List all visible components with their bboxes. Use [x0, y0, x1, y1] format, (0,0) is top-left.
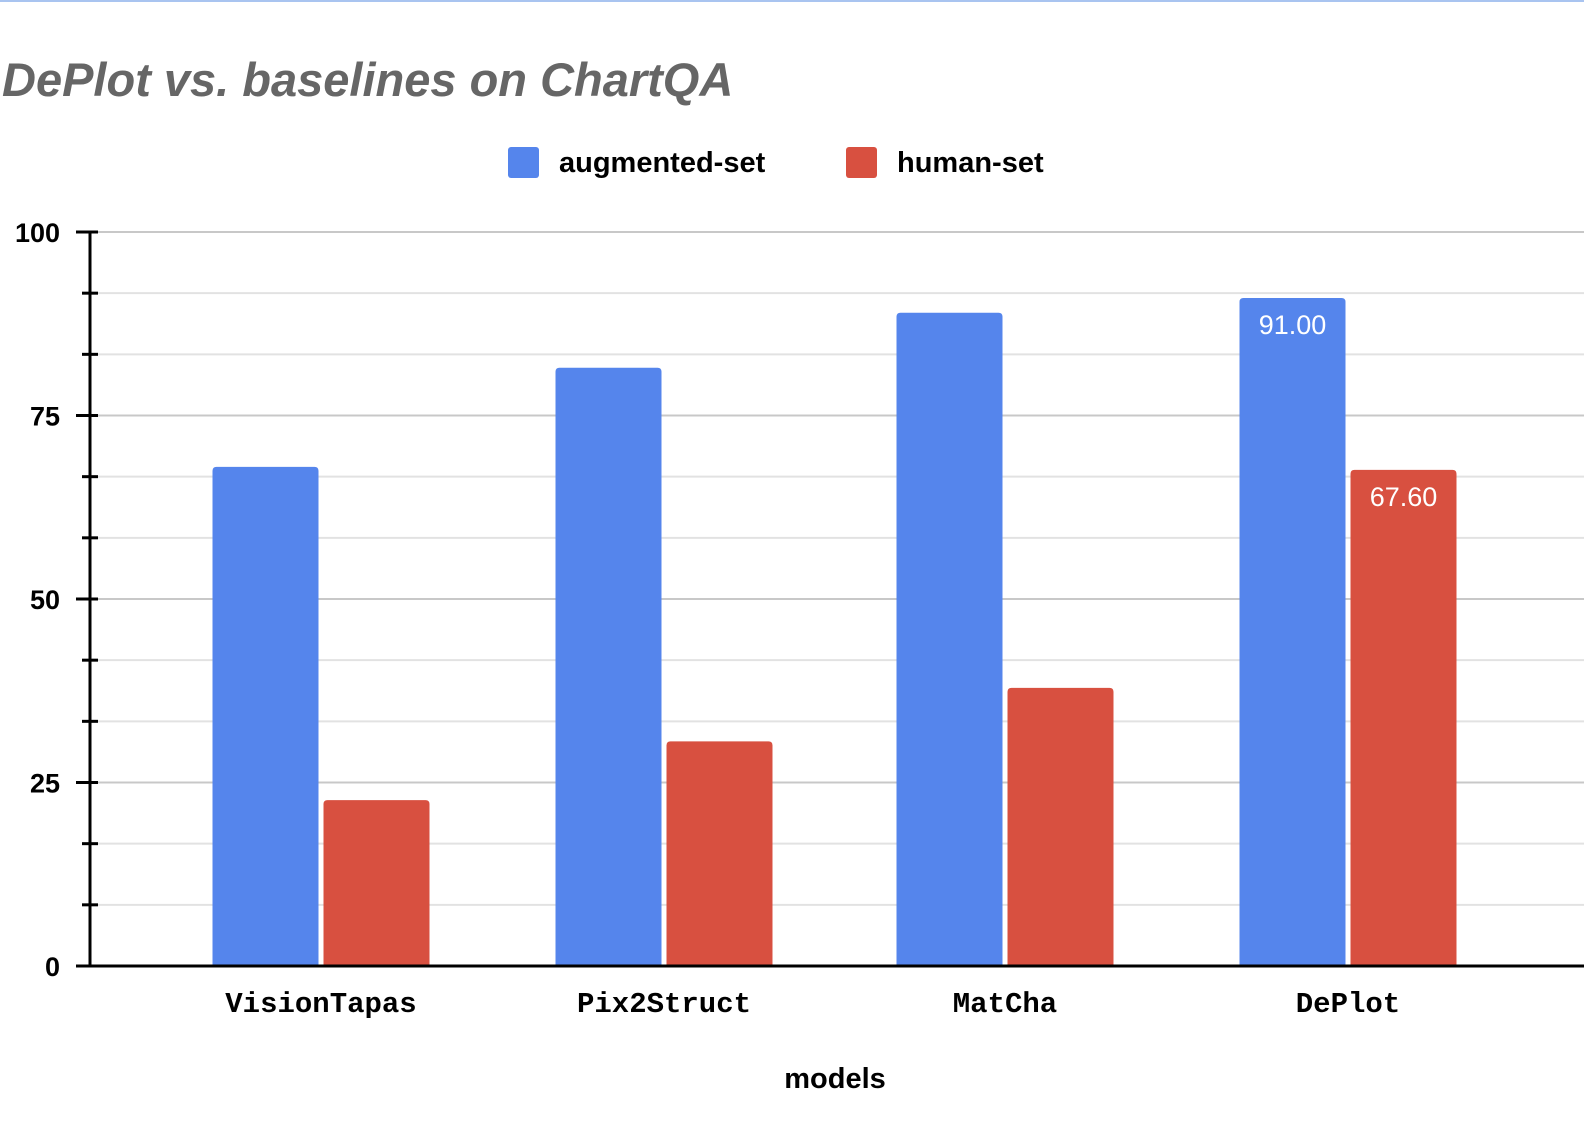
- y-tick-label: 75: [30, 402, 60, 432]
- bar-augmented-set-VisionTapas: [212, 466, 319, 966]
- y-tick-label: 50: [30, 585, 60, 615]
- x-tick-label: DePlot: [1296, 988, 1400, 1021]
- y-tick-label: 25: [30, 769, 60, 799]
- bars: 91.00 67.60: [212, 298, 1457, 966]
- x-tick-label: VisionTapas: [225, 988, 416, 1021]
- data-label: 91.00: [1259, 310, 1327, 340]
- bar-human-set-Pix2Struct: [666, 741, 773, 966]
- bar-human-set-VisionTapas: [323, 800, 430, 966]
- bar-augmented-set-MatCha: [896, 312, 1003, 966]
- legend-swatch: [508, 147, 539, 178]
- legend-swatch: [846, 147, 877, 178]
- axes: 0 25 50 75 100 VisionTapas Pix2Struct MatCha DeP…: [15, 218, 1584, 1021]
- legend: augmented-set human-set: [508, 147, 1044, 179]
- bar-human-set-DePlot: [1350, 469, 1457, 966]
- x-axis-title: models: [784, 1063, 886, 1095]
- x-tick-label: Pix2Struct: [577, 988, 751, 1021]
- x-tick-label: MatCha: [953, 988, 1057, 1021]
- y-tick-label: 100: [15, 218, 60, 248]
- chart-title: DePlot vs. baselines on ChartQA: [2, 53, 734, 106]
- top-border: [0, 0, 1584, 2]
- y-tick-label: 0: [45, 952, 60, 982]
- bar-augmented-set-Pix2Struct: [555, 367, 662, 966]
- bar-human-set-MatCha: [1007, 687, 1114, 966]
- legend-label: human-set: [897, 147, 1044, 179]
- data-label: 67.60: [1370, 482, 1438, 512]
- legend-label: augmented-set: [559, 147, 766, 179]
- bar-augmented-set-DePlot: [1239, 298, 1346, 966]
